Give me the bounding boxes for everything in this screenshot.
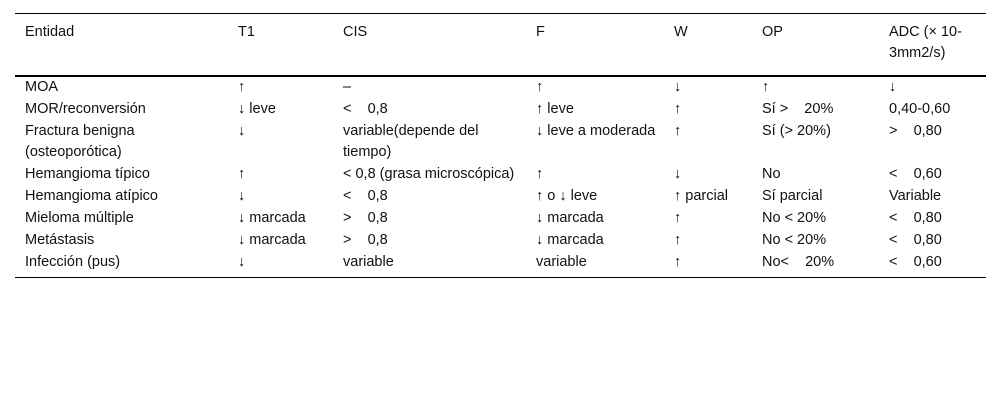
cell-w: ↑: [674, 210, 682, 226]
cell-op: No < 20%: [762, 232, 827, 248]
table-row: Metástasis ↓ marcada > 0,8 ↓ marcada ↑ N…: [15, 230, 986, 252]
cell-f: ↓ leve a moderada: [536, 123, 656, 139]
cell-f: ↓ marcada: [536, 232, 604, 248]
cell-t1: ↓ marcada: [238, 232, 306, 248]
cell-f: variable: [536, 254, 587, 270]
table-row: Hemangioma típico ↑ < 0,8 (grasa microsc…: [15, 164, 986, 186]
cell-cis: < 0,8: [343, 101, 388, 117]
cell-t1: ↑: [238, 79, 246, 95]
cell-f: ↑: [536, 79, 544, 95]
cell-f: ↓ marcada: [536, 210, 604, 226]
cell-w: ↑ parcial: [674, 188, 728, 204]
cell-adc: < 0,60: [889, 254, 942, 270]
cell-adc: < 0,80: [889, 210, 942, 226]
cell-entidad: Hemangioma típico: [25, 166, 150, 182]
cell-op: No: [762, 166, 781, 182]
header-cell-entidad: Entidad: [25, 24, 75, 40]
cell-adc: < 0,60: [889, 166, 942, 182]
table-row: Fractura benigna (osteoporótica) ↓ varia…: [15, 121, 986, 164]
cell-entidad: Fractura benigna (osteoporótica): [25, 123, 135, 160]
cell-w: ↓: [674, 166, 682, 182]
cell-op: ↑: [762, 79, 770, 95]
cell-adc: < 0,80: [889, 232, 942, 248]
header-cell-w: W: [674, 24, 688, 40]
cell-cis: > 0,8: [343, 232, 388, 248]
cell-adc: > 0,80: [889, 123, 942, 139]
table-row: Mieloma múltiple ↓ marcada > 0,8 ↓ marca…: [15, 208, 986, 230]
cell-w: ↑: [674, 123, 682, 139]
imaging-comparison-table: Entidad T1 CIS F W OP ADC (× 10-3mm2/s) …: [15, 13, 986, 278]
cell-entidad: Mieloma múltiple: [25, 210, 134, 226]
table-row: Infección (pus) ↓ variable variable ↑ No…: [15, 252, 986, 278]
cell-t1: ↓ leve: [238, 101, 276, 117]
cell-op: Sí > 20%: [762, 101, 834, 117]
cell-op: Sí (> 20%): [762, 123, 831, 139]
cell-adc: 0,40-0,60: [889, 101, 951, 117]
cell-f: ↑: [536, 166, 544, 182]
comparison-table-container: Entidad T1 CIS F W OP ADC (× 10-3mm2/s) …: [15, 13, 986, 278]
cell-adc: ↓: [889, 79, 897, 95]
table-body: MOA ↑ – ↑ ↓ ↑ ↓ MOR/reconversión ↓ leve …: [15, 76, 986, 278]
cell-f: ↑ leve: [536, 101, 574, 117]
cell-cis: variable(depende del tiempo): [343, 123, 479, 160]
header-cell-t1: T1: [238, 24, 255, 40]
cell-entidad: Infección (pus): [25, 254, 121, 270]
header-cell-op: OP: [762, 24, 783, 40]
cell-cis: –: [343, 79, 352, 95]
cell-cis: variable: [343, 254, 394, 270]
cell-t1: ↓: [238, 254, 246, 270]
cell-entidad: MOR/reconversión: [25, 101, 146, 117]
cell-w: ↑: [674, 101, 682, 117]
cell-cis: < 0,8: [343, 188, 388, 204]
cell-op: No< 20%: [762, 254, 835, 270]
cell-op: Sí parcial: [762, 188, 823, 204]
table-row: MOA ↑ – ↑ ↓ ↑ ↓: [15, 76, 986, 99]
cell-t1: ↑: [238, 166, 246, 182]
cell-w: ↑: [674, 254, 682, 270]
header-cell-adc: ADC (× 10-3mm2/s): [889, 24, 962, 61]
cell-cis: > 0,8: [343, 210, 388, 226]
cell-f: ↑ o ↓ leve: [536, 188, 598, 204]
cell-adc: Variable: [889, 188, 942, 204]
cell-w: ↓: [674, 79, 682, 95]
table-header: Entidad T1 CIS F W OP ADC (× 10-3mm2/s): [15, 13, 986, 76]
cell-op: No < 20%: [762, 210, 827, 226]
cell-t1: ↓: [238, 188, 246, 204]
table-row: MOR/reconversión ↓ leve < 0,8 ↑ leve ↑ S…: [15, 99, 986, 121]
header-cell-cis: CIS: [343, 24, 368, 40]
cell-entidad: MOA: [25, 79, 59, 95]
cell-t1: ↓ marcada: [238, 210, 306, 226]
cell-entidad: Hemangioma atípico: [25, 188, 158, 204]
cell-entidad: Metástasis: [25, 232, 95, 248]
cell-w: ↑: [674, 232, 682, 248]
cell-cis: < 0,8 (grasa microscópica): [343, 166, 515, 182]
cell-t1: ↓: [238, 123, 246, 139]
header-row: Entidad T1 CIS F W OP ADC (× 10-3mm2/s): [15, 13, 986, 76]
header-cell-f: F: [536, 24, 545, 40]
table-row: Hemangioma atípico ↓ < 0,8 ↑ o ↓ leve ↑ …: [15, 186, 986, 208]
